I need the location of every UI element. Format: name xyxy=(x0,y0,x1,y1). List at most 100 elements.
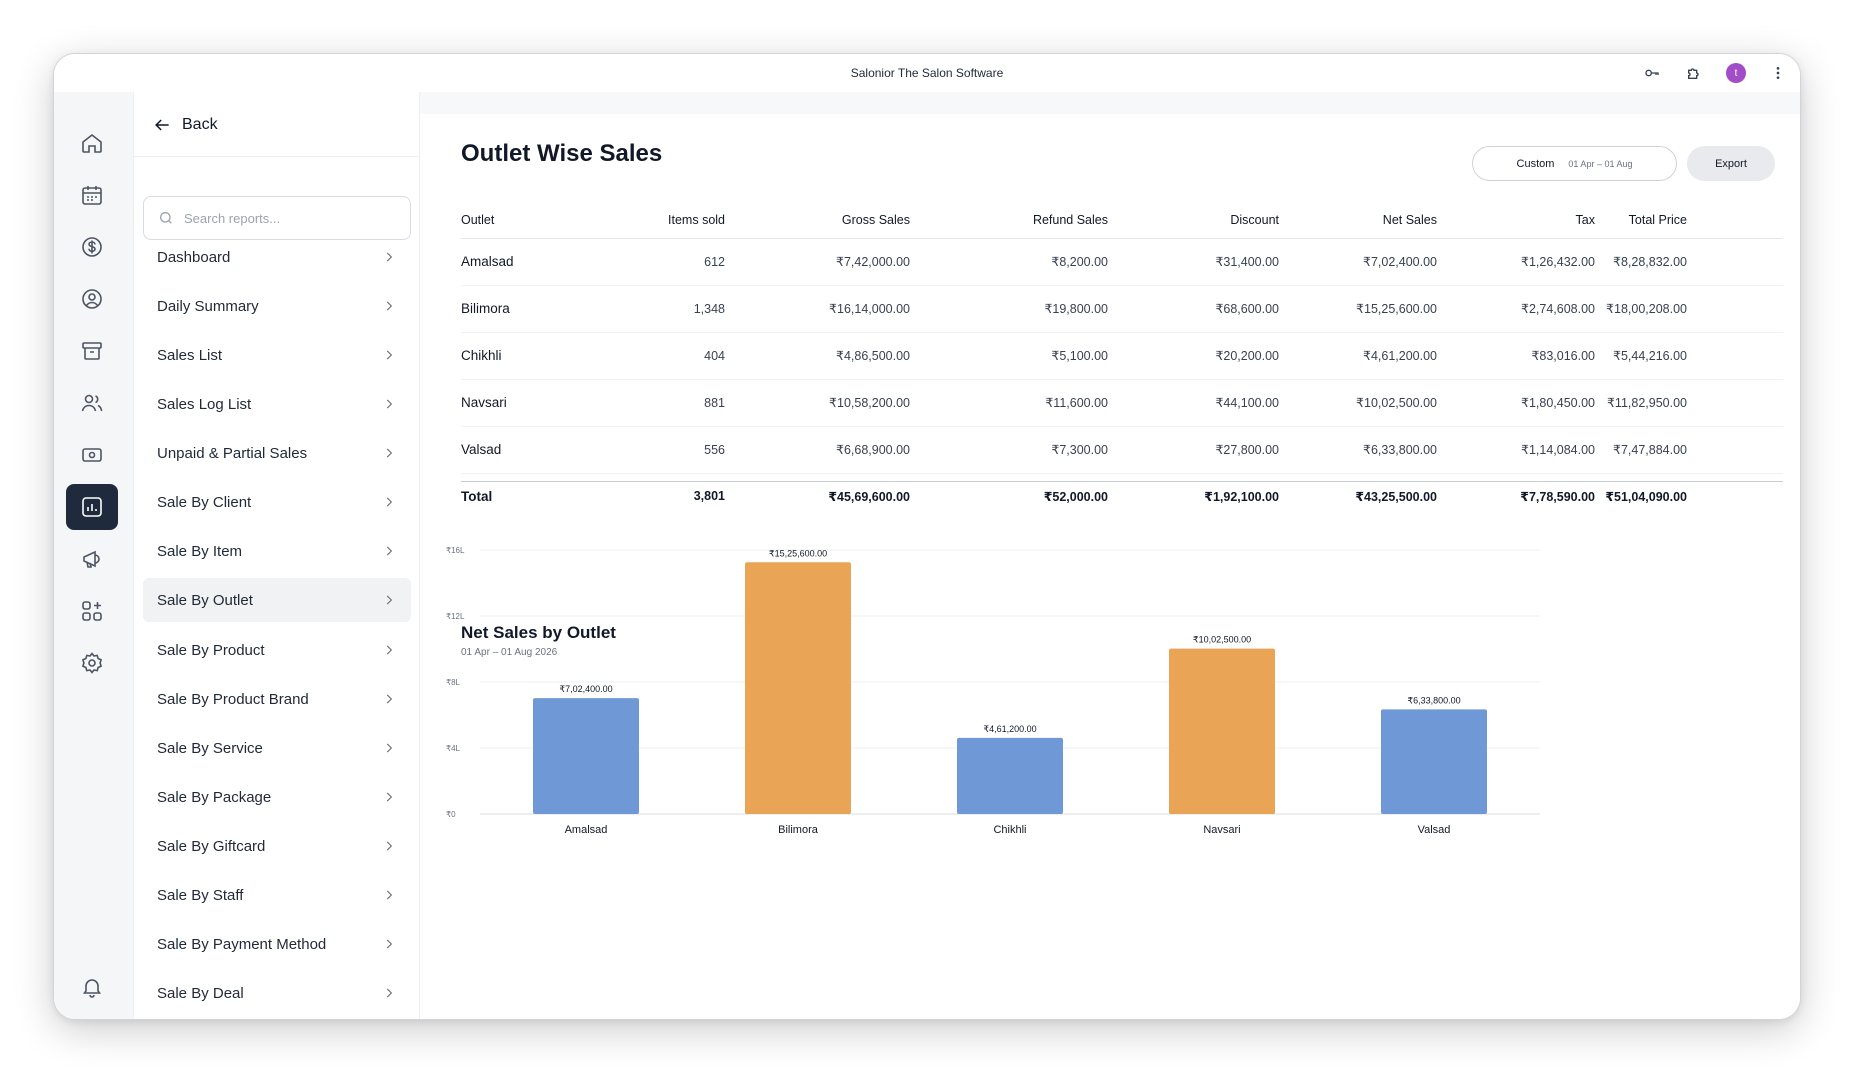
dollar-icon[interactable] xyxy=(66,224,118,270)
reports-icon[interactable] xyxy=(66,484,118,530)
bar[interactable] xyxy=(1381,709,1487,814)
total-cell: 3,801 xyxy=(693,489,725,504)
bar[interactable] xyxy=(957,737,1063,814)
bar[interactable] xyxy=(745,562,851,814)
column-header[interactable]: Total Price xyxy=(1595,202,1687,239)
table-row[interactable]: Valsad 556 ₹6,68,900.00 ₹7,300.00 ₹27,80… xyxy=(461,426,1783,474)
chevron-right-icon xyxy=(386,399,393,409)
menu-item-sale-by-service[interactable]: Sale By Service xyxy=(143,726,411,770)
table-row[interactable]: Chikhli 404 ₹4,86,500.00 ₹5,100.00 ₹20,2… xyxy=(461,332,1783,380)
table-header-row: Outlet Items sold Gross Sales Refund Sal… xyxy=(461,202,1783,239)
total-cell: ₹52,000.00 xyxy=(1043,489,1108,504)
back-button[interactable]: Back xyxy=(152,110,218,140)
archive-icon[interactable] xyxy=(66,328,118,374)
date-range-value: 01 Apr – 01 Aug xyxy=(1568,158,1633,169)
menu-item-sale-by-package[interactable]: Sale By Package xyxy=(143,775,411,819)
more-vertical-icon[interactable] xyxy=(1768,63,1788,83)
key-icon[interactable] xyxy=(1642,63,1662,83)
chevron-right-icon xyxy=(386,301,393,311)
settings-icon[interactable] xyxy=(66,640,118,686)
menu-item-label: Dashboard xyxy=(157,248,231,266)
chevron-right-icon xyxy=(386,988,393,998)
y-tick-label: ₹12L xyxy=(446,612,465,621)
search-box[interactable] xyxy=(143,196,411,240)
table-cell: ₹7,300.00 xyxy=(910,426,1108,474)
column-header[interactable]: Net Sales xyxy=(1279,202,1437,239)
y-tick-label: ₹8L xyxy=(446,678,461,687)
menu-item-sale-by-outlet[interactable]: Sale By Outlet xyxy=(143,578,411,622)
column-header[interactable]: Tax xyxy=(1437,202,1595,239)
home-icon[interactable] xyxy=(66,120,118,166)
menu-item-sale-by-product[interactable]: Sale By Product xyxy=(143,628,411,672)
table-cell: ₹27,800.00 xyxy=(1108,426,1279,474)
menu-item-sale-by-staff[interactable]: Sale By Staff xyxy=(143,873,411,917)
chevron-right-icon xyxy=(386,841,393,851)
users-icon[interactable] xyxy=(66,380,118,426)
extension-icon[interactable] xyxy=(1684,63,1704,83)
menu-item-unpaid-partial-sales[interactable]: Unpaid & Partial Sales xyxy=(143,431,411,475)
bar[interactable] xyxy=(533,698,639,814)
row-filler xyxy=(1687,285,1783,333)
menu-item-sale-by-client[interactable]: Sale By Client xyxy=(143,480,411,524)
y-tick-label: ₹4L xyxy=(446,744,461,753)
menu-item-sale-by-payment-method[interactable]: Sale By Payment Method xyxy=(143,922,411,966)
menu-divider xyxy=(134,156,420,157)
total-cell: ₹51,04,090.00 xyxy=(1605,489,1687,504)
menu-item-dashboard[interactable]: Dashboard xyxy=(143,235,411,279)
menu-item-sale-by-deal[interactable]: Sale By Deal xyxy=(143,971,411,1015)
chevron-right-icon xyxy=(386,252,393,262)
menu-item-sales-log-list[interactable]: Sales Log List xyxy=(143,382,411,426)
user-circle-icon[interactable] xyxy=(66,276,118,322)
chevron-right-icon xyxy=(386,350,393,360)
table-row[interactable]: Amalsad 612 ₹7,42,000.00 ₹8,200.00 ₹31,4… xyxy=(461,238,1783,286)
table-cell: ₹8,28,832.00 xyxy=(1595,238,1687,286)
menu-item-label: Sale By Outlet xyxy=(157,591,253,609)
chart-title: Net Sales by Outlet xyxy=(461,623,616,642)
search-input[interactable] xyxy=(184,210,384,226)
date-range-button[interactable]: Custom 01 Apr – 01 Aug xyxy=(1472,146,1677,181)
bell-icon[interactable] xyxy=(66,964,118,1010)
table-row[interactable]: Bilimora 1,348 ₹16,14,000.00 ₹19,800.00 … xyxy=(461,285,1783,333)
table-cell: ₹11,82,950.00 xyxy=(1595,379,1687,427)
x-tick-label: Navsari xyxy=(1203,824,1240,836)
window-title: Salonior The Salon Software xyxy=(850,66,1004,80)
total-cell: ₹45,69,600.00 xyxy=(828,489,910,504)
column-header[interactable]: Gross Sales xyxy=(725,202,910,239)
chevron-right-icon xyxy=(386,595,393,605)
menu-item-daily-summary[interactable]: Daily Summary xyxy=(143,284,411,328)
table-row[interactable]: Navsari 881 ₹10,58,200.00 ₹11,600.00 ₹44… xyxy=(461,379,1783,427)
bar-value-label: ₹6,33,800.00 xyxy=(1407,695,1460,705)
avatar[interactable]: t xyxy=(1726,63,1746,83)
export-button[interactable]: Export xyxy=(1687,146,1775,181)
column-header[interactable]: Discount xyxy=(1108,202,1279,239)
chevron-right-icon xyxy=(386,448,393,458)
calendar-icon[interactable] xyxy=(66,172,118,218)
apps-icon[interactable] xyxy=(66,588,118,634)
x-tick-label: Valsad xyxy=(1418,824,1451,836)
table-cell: ₹7,02,400.00 xyxy=(1279,238,1437,286)
bar[interactable] xyxy=(1169,648,1275,814)
column-header[interactable]: Items sold xyxy=(561,202,725,239)
chart-subtitle: 01 Apr – 01 Aug 2026 xyxy=(461,647,558,658)
title-bar-actions: t xyxy=(1642,54,1788,92)
table-cell: ₹83,016.00 xyxy=(1437,332,1595,380)
top-strip xyxy=(420,92,1800,114)
table-cell: ₹2,74,608.00 xyxy=(1437,285,1595,333)
menu-item-sale-by-product-brand[interactable]: Sale By Product Brand xyxy=(143,677,411,721)
menu-item-label: Sale By Client xyxy=(157,493,252,511)
table-cell: ₹11,600.00 xyxy=(910,379,1108,427)
menu-item-sales-list[interactable]: Sales List xyxy=(143,333,411,377)
table-cell: Bilimora xyxy=(461,285,561,333)
megaphone-icon[interactable] xyxy=(66,536,118,582)
column-header[interactable]: Refund Sales xyxy=(910,202,1108,239)
cash-icon[interactable] xyxy=(66,432,118,478)
y-tick-label: ₹0 xyxy=(446,810,456,819)
column-header[interactable]: Outlet xyxy=(461,202,561,239)
menu-item-sale-by-item[interactable]: Sale By Item xyxy=(143,529,411,573)
table-cell: ₹4,86,500.00 xyxy=(725,332,910,380)
total-cell: Total xyxy=(461,488,493,504)
row-filler xyxy=(1687,379,1783,427)
menu-item-label: Sale By Package xyxy=(157,788,272,806)
menu-item-label: Sale By Staff xyxy=(157,886,244,904)
menu-item-sale-by-giftcard[interactable]: Sale By Giftcard xyxy=(143,824,411,868)
